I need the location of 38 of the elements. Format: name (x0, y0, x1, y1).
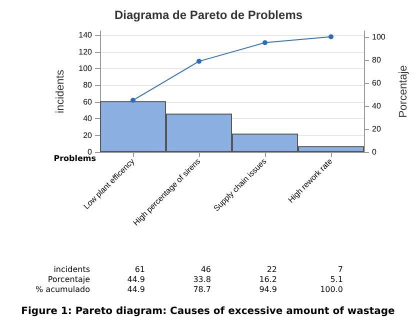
y-tick-label: 0 (88, 148, 93, 156)
y-tick-label: 140 (78, 30, 93, 40)
y2-tick-label: 20 (372, 124, 382, 134)
data-label: 100.0 (320, 285, 343, 294)
data-label: 94.9 (259, 285, 277, 294)
text: % acumulado (36, 285, 90, 294)
y2-axis-title: Porcentaje (398, 65, 410, 118)
point (130, 98, 136, 103)
y-tick-label: 100 (78, 64, 93, 74)
y-tick-label: 60 (83, 97, 93, 106)
text: 5.1 (330, 275, 343, 284)
text: incidents (54, 265, 90, 274)
y-tick-label: 20 (83, 130, 93, 140)
data-label: 46 (200, 265, 211, 274)
point (262, 40, 268, 46)
y2-tick-label: 100 (372, 32, 386, 42)
y-tick-label: 120 (78, 47, 93, 56)
chart-title: Diagrama de Pareto de Problems (114, 8, 303, 22)
data-label: 78.7 (193, 285, 211, 294)
y2-tick-label: 60 (372, 78, 382, 88)
data-label: 22 (266, 265, 277, 274)
data-label: 7 (338, 265, 343, 274)
caption: Figure 1: Pareto diagram: Causes of excessive amount of wastage (21, 306, 395, 317)
data-label: 61 (134, 265, 145, 274)
y2-tick-label: 0 (372, 148, 377, 156)
point (328, 34, 334, 40)
text: Porcentaje (48, 275, 90, 284)
y-tick-label: 40 (83, 114, 93, 124)
y-axis-title: incidents (54, 69, 66, 114)
y2-tick-label: 40 (372, 101, 382, 110)
text: 33.8 (193, 275, 211, 284)
y2-tick-label: 80 (372, 55, 382, 64)
data-label: 44.9 (127, 285, 145, 294)
text: 16.2 (259, 275, 277, 284)
y-tick-label: 80 (83, 80, 93, 90)
x-axis-title: Problems (54, 154, 96, 163)
point (196, 58, 202, 64)
text: 44.9 (127, 275, 145, 284)
